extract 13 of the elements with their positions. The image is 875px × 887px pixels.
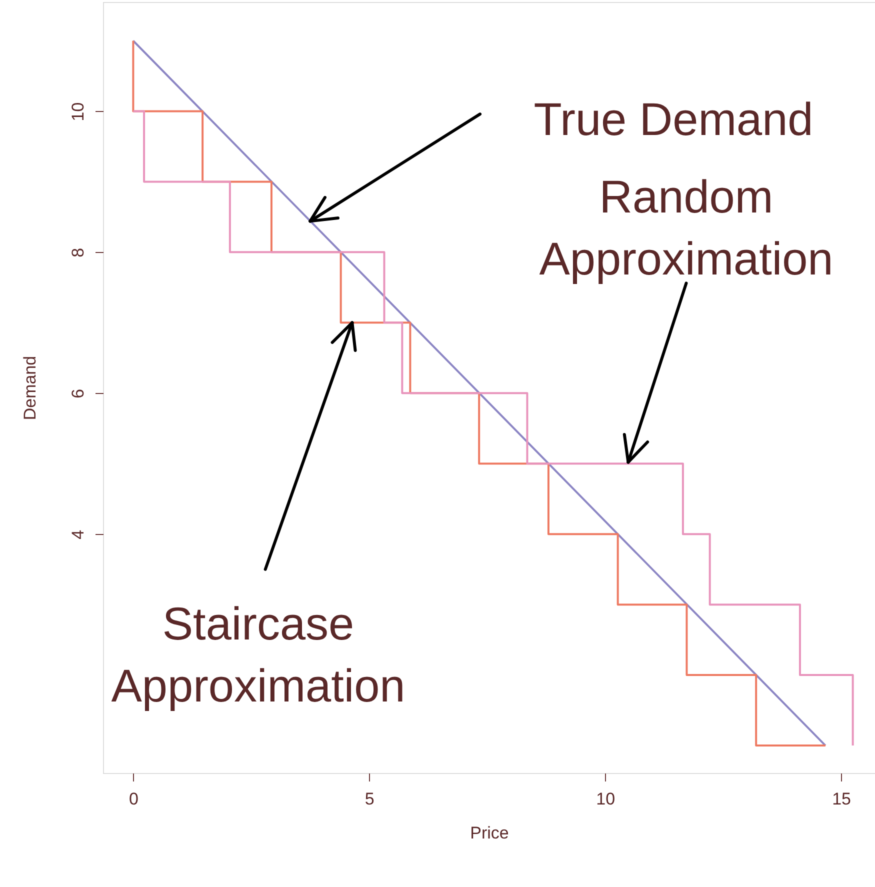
x-axis-title: Price [470, 824, 509, 842]
y-tick-label: 8 [68, 248, 88, 258]
x-tick-label: 5 [364, 790, 374, 808]
annotation: Random Approximation [539, 170, 834, 285]
y-axis-title: Demand [20, 356, 40, 420]
x-tick-label: 0 [128, 790, 138, 808]
x-tick-label: 15 [832, 790, 851, 808]
y-tick-label: 6 [68, 388, 88, 398]
y-tick-label: 10 [68, 102, 88, 122]
x-tick-label: 10 [596, 790, 616, 808]
annotation: True Demand [534, 93, 814, 146]
y-tick-label: 4 [68, 530, 88, 540]
annotation: Staircase Approximation [111, 598, 406, 712]
